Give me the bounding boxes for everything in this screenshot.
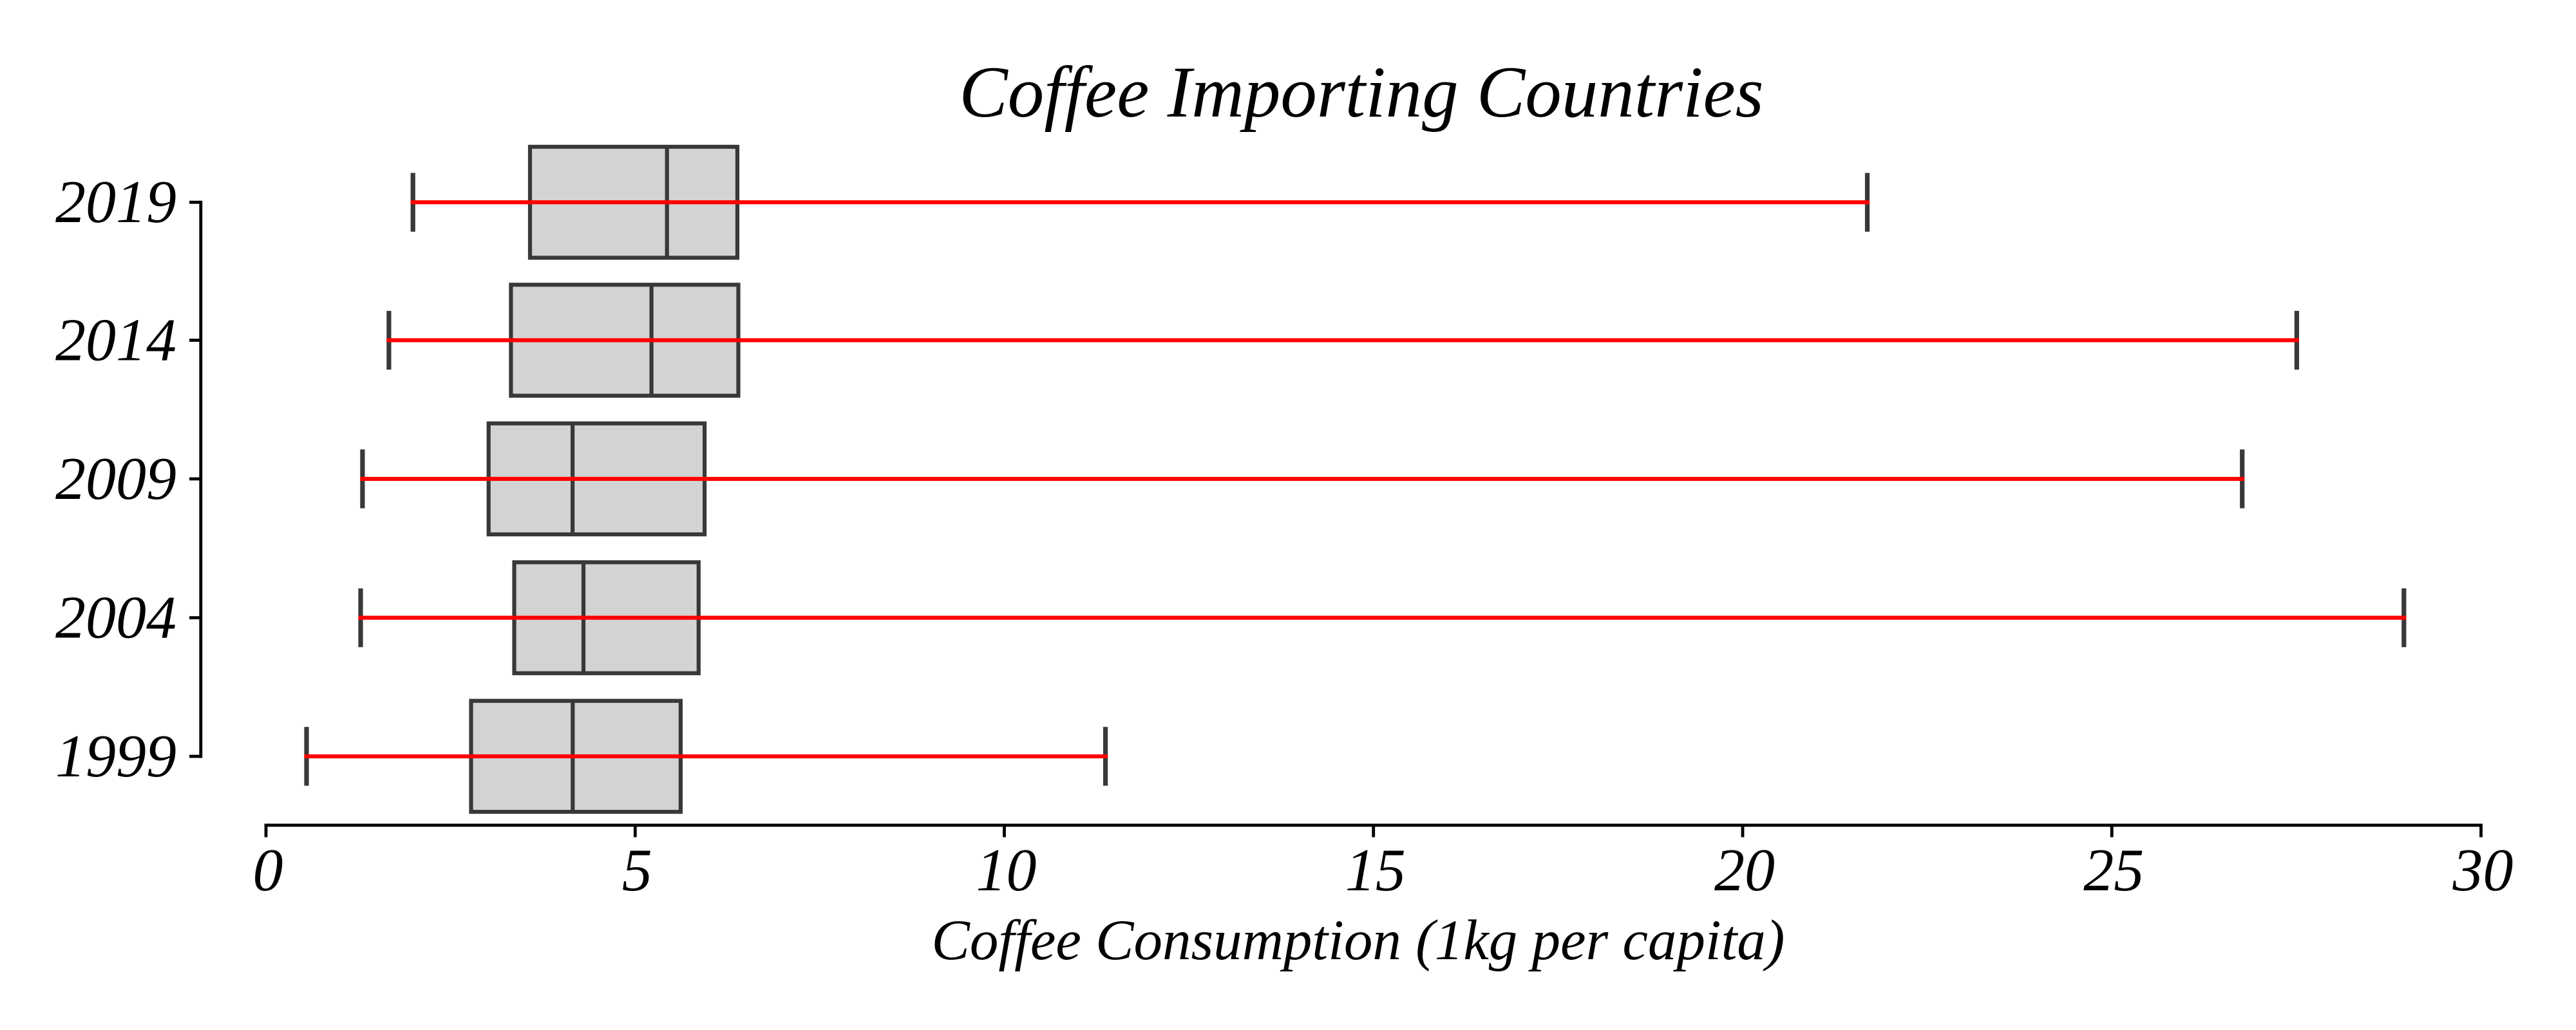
- svg-text:2019: 2019: [55, 169, 176, 236]
- svg-text:Coffee Importing Countries: Coffee Importing Countries: [959, 52, 1763, 133]
- svg-text:0: 0: [253, 837, 283, 904]
- svg-text:2004: 2004: [55, 585, 176, 651]
- svg-text:10: 10: [976, 837, 1037, 904]
- svg-text:2009: 2009: [55, 445, 176, 512]
- svg-text:2014: 2014: [55, 307, 176, 374]
- svg-text:Coffee Consumption (1kg per ca: Coffee Consumption (1kg per capita): [932, 909, 1785, 972]
- svg-text:25: 25: [2083, 837, 2144, 904]
- svg-text:20: 20: [1714, 837, 1775, 904]
- svg-text:5: 5: [622, 837, 652, 904]
- svg-text:1999: 1999: [55, 723, 176, 790]
- svg-text:15: 15: [1345, 837, 1406, 904]
- svg-text:30: 30: [2452, 837, 2514, 904]
